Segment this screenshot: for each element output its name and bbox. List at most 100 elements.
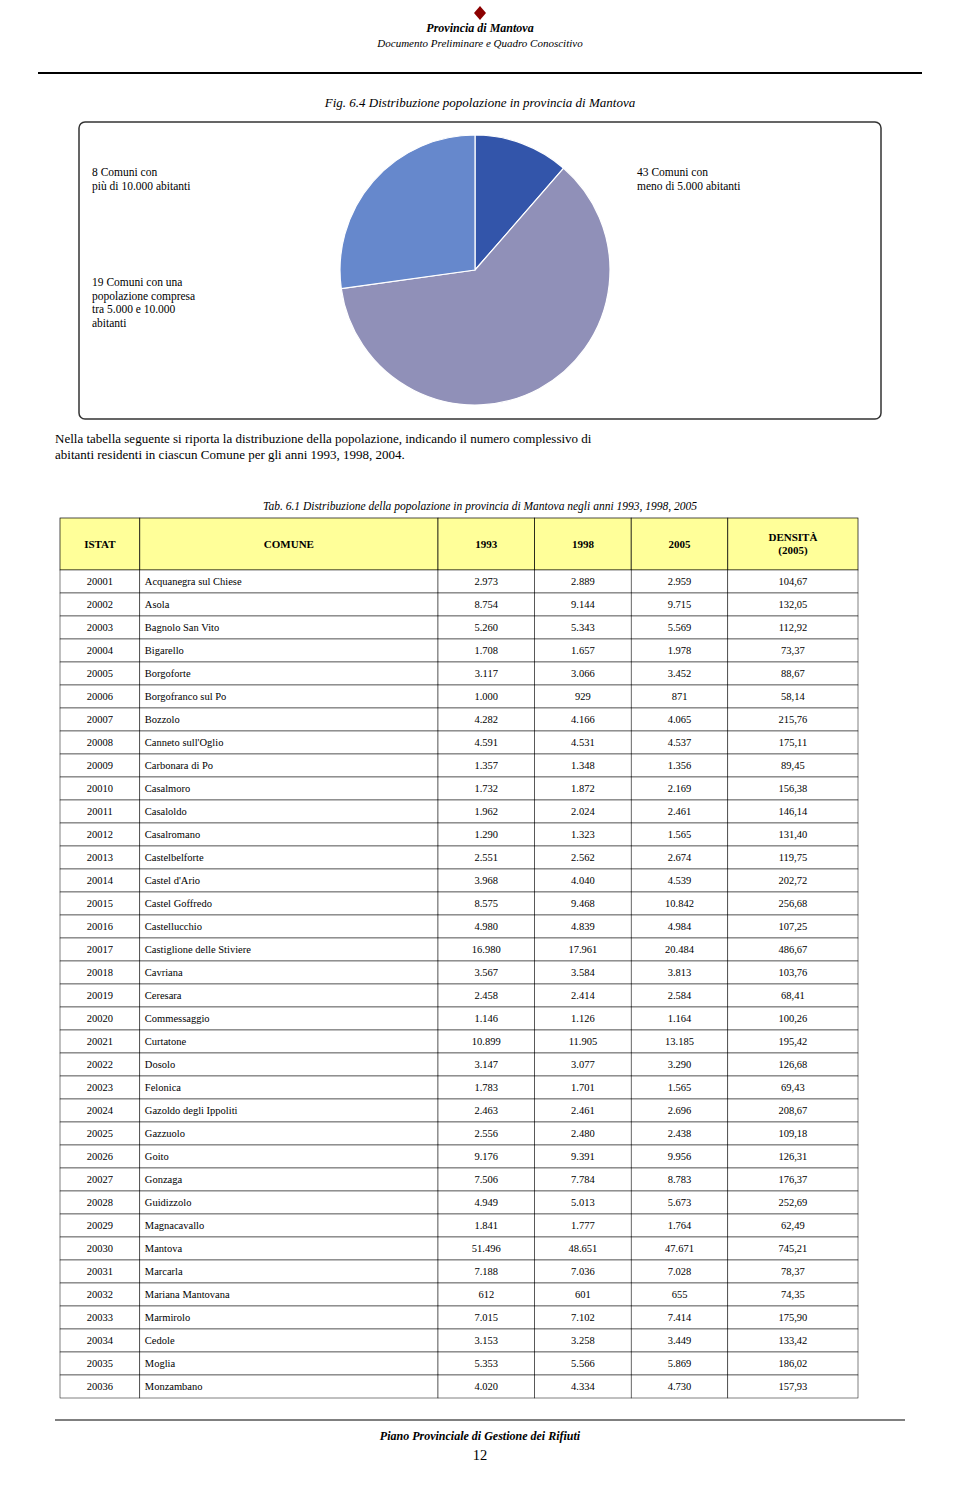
table-cell xyxy=(438,1099,535,1122)
cell-text: Marcarla xyxy=(145,1266,183,1277)
cell-text: 69,43 xyxy=(781,1082,805,1093)
cell-text: 13.185 xyxy=(665,1036,694,1047)
table-cell xyxy=(60,823,140,846)
cell-text: 1.000 xyxy=(474,691,498,702)
cell-text: Casalromano xyxy=(145,829,200,840)
table-cell xyxy=(60,1076,140,1099)
cell-text: 745,21 xyxy=(778,1243,807,1254)
cell-text: 126,68 xyxy=(778,1059,807,1070)
cell-text: 20028 xyxy=(87,1197,113,1208)
cell-text: Borgoforte xyxy=(145,668,191,679)
table-cell xyxy=(140,1375,438,1398)
cell-text: 1.978 xyxy=(668,645,692,656)
cell-text: 74,35 xyxy=(781,1289,805,1300)
table-cell xyxy=(60,1237,140,1260)
slice-label: 8 Comuni conpiù di 10.000 abitanti xyxy=(92,166,190,193)
cell-text: 20027 xyxy=(87,1174,113,1185)
table-cell xyxy=(60,1375,140,1398)
cell-text: 20030 xyxy=(87,1243,113,1254)
cell-text: 11.905 xyxy=(569,1036,598,1047)
table-cell xyxy=(535,777,632,800)
table-cell xyxy=(631,570,728,593)
cell-text: 20016 xyxy=(87,921,113,932)
table-cell xyxy=(140,846,438,869)
table-cell xyxy=(728,593,858,616)
cell-text: 20017 xyxy=(87,944,113,955)
table-cell xyxy=(631,1145,728,1168)
cell-text: 601 xyxy=(575,1289,591,1300)
header-rule xyxy=(38,72,922,74)
table-cell xyxy=(60,593,140,616)
table-cell xyxy=(535,823,632,846)
table-cell xyxy=(728,1122,858,1145)
cell-text: 20024 xyxy=(87,1105,114,1116)
table-cell xyxy=(438,685,535,708)
cell-text: 7.102 xyxy=(571,1312,595,1323)
table-cell xyxy=(535,869,632,892)
table-cell xyxy=(140,685,438,708)
column-header: 1998 xyxy=(572,538,595,550)
table-cell xyxy=(728,1145,858,1168)
cell-text: 2.461 xyxy=(668,806,692,817)
cell-text: Bozzolo xyxy=(145,714,180,725)
cell-text: 157,93 xyxy=(778,1381,807,1392)
cell-text: 4.537 xyxy=(668,737,692,748)
table-cell xyxy=(60,685,140,708)
table-cell xyxy=(728,1260,858,1283)
cell-text: Cedole xyxy=(145,1335,175,1346)
table-cell xyxy=(535,685,632,708)
cell-text: Gazoldo degli Ippoliti xyxy=(145,1105,238,1116)
slice-label: 19 Comuni con unapopolazione compresatra… xyxy=(92,276,195,329)
slice-label: 43 Comuni conmeno di 5.000 abitanti xyxy=(637,166,740,192)
table-cell xyxy=(140,1283,438,1306)
cell-text: 4.984 xyxy=(668,921,692,932)
cell-text: 20001 xyxy=(87,576,113,587)
table-cell xyxy=(631,1329,728,1352)
table-cell xyxy=(140,731,438,754)
table-cell xyxy=(140,1352,438,1375)
table-cell xyxy=(535,570,632,593)
cell-text: 1.962 xyxy=(474,806,498,817)
table-cell xyxy=(60,708,140,731)
table-cell xyxy=(140,1076,438,1099)
table-cell xyxy=(60,915,140,938)
cell-text: 48.651 xyxy=(568,1243,597,1254)
cell-text: 133,42 xyxy=(778,1335,807,1346)
header-cell xyxy=(60,518,140,570)
cell-text: 20012 xyxy=(87,829,113,840)
table-cell xyxy=(631,800,728,823)
table-cell xyxy=(728,961,858,984)
table-cell xyxy=(60,1352,140,1375)
cell-text: 871 xyxy=(672,691,688,702)
cell-text: 1.872 xyxy=(571,783,595,794)
table-cell xyxy=(140,754,438,777)
cell-text: 20019 xyxy=(87,990,113,1001)
cell-text: 1.777 xyxy=(571,1220,595,1231)
cell-text: 3.290 xyxy=(668,1059,692,1070)
cell-text: Castelbelforte xyxy=(145,852,204,863)
cell-text: 1.701 xyxy=(571,1082,595,1093)
table-cell xyxy=(535,1191,632,1214)
cell-text: 2.556 xyxy=(474,1128,498,1139)
header-cell xyxy=(631,518,728,570)
cell-text: 2.889 xyxy=(571,576,595,587)
cell-text: 5.260 xyxy=(474,622,498,633)
table-cell xyxy=(60,731,140,754)
page: Provincia di MantovaDocumento Preliminar… xyxy=(0,0,960,1487)
table-cell xyxy=(60,1122,140,1145)
cell-text: 7.506 xyxy=(474,1174,498,1185)
table-cell xyxy=(728,754,858,777)
cell-text: 20034 xyxy=(87,1335,114,1346)
cell-text: Casalmoro xyxy=(145,783,191,794)
cell-text: Borgofranco sul Po xyxy=(145,691,226,702)
table-cell xyxy=(631,1237,728,1260)
table-cell xyxy=(140,1306,438,1329)
table-cell xyxy=(140,961,438,984)
logo xyxy=(474,6,486,20)
table-cell xyxy=(631,1007,728,1030)
table-cell xyxy=(140,1007,438,1030)
cell-text: 175,11 xyxy=(779,737,808,748)
table-cell xyxy=(140,1053,438,1076)
cell-text: 104,67 xyxy=(778,576,807,587)
cell-text: 2.414 xyxy=(571,990,595,1001)
